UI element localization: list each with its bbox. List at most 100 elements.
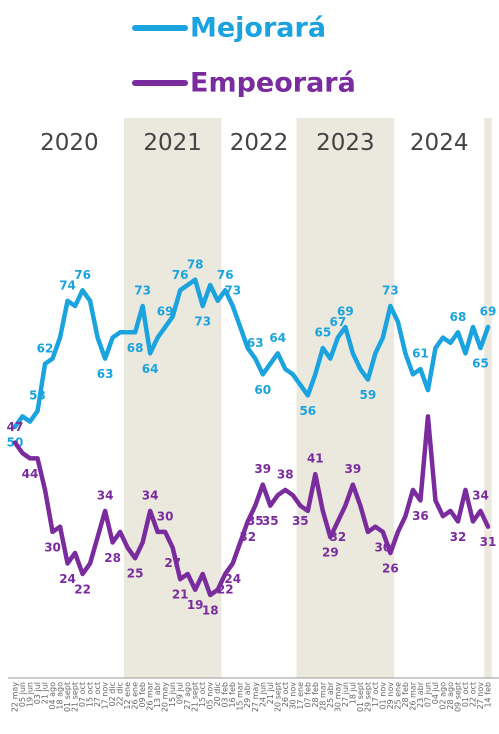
year-label: 2022 xyxy=(230,130,289,156)
data-label: 29 xyxy=(322,546,339,560)
x-tick-label: 23 abr xyxy=(416,681,425,708)
data-label: 27 xyxy=(164,556,181,570)
data-label: 47 xyxy=(7,420,24,434)
x-tick-label: 07 oct xyxy=(78,682,87,707)
data-label: 74 xyxy=(59,278,76,292)
x-tick-label: 27 oct xyxy=(93,682,102,707)
data-label: 68 xyxy=(127,341,144,355)
x-tick-label: 05 jun xyxy=(18,682,27,707)
x-tick-label: 17 oct xyxy=(371,682,380,707)
x-tick-label: 20 sept xyxy=(273,682,282,712)
x-tick-label: 02 ago xyxy=(438,682,447,710)
data-label: 18 xyxy=(202,603,219,617)
data-label: 35 xyxy=(247,514,264,528)
data-label: 64 xyxy=(142,362,159,376)
x-tick-label: 27 ago xyxy=(183,682,192,710)
data-label: 68 xyxy=(450,310,467,324)
x-tick-label: 13 abr xyxy=(153,681,162,708)
x-tick-label: 12 ene xyxy=(123,682,132,710)
data-label: 32 xyxy=(329,530,346,544)
data-label: 32 xyxy=(239,530,256,544)
period-band xyxy=(484,118,492,678)
x-tick-label: 27 nov xyxy=(476,682,485,710)
data-label: 78 xyxy=(187,257,204,271)
data-label: 39 xyxy=(254,462,271,476)
x-tick-label: 21 sept xyxy=(191,682,200,712)
x-tick-label: 17 ene xyxy=(296,682,305,710)
data-label: 59 xyxy=(360,388,377,402)
data-label: 65 xyxy=(472,357,489,371)
data-label: 35 xyxy=(262,514,279,528)
x-tick-label: 18 jul xyxy=(348,682,357,704)
data-label: 19 xyxy=(187,598,204,612)
x-tick-label: 24 jun xyxy=(258,682,267,707)
year-label: 2023 xyxy=(316,130,375,156)
data-label: 67 xyxy=(329,315,346,329)
x-tick-label: 03 feb xyxy=(221,682,230,708)
x-tick-label: 15 mar xyxy=(236,681,245,710)
x-tick-label: 29 sept xyxy=(363,682,372,712)
x-tick-label: 07 feb xyxy=(303,682,312,708)
data-label: 64 xyxy=(269,331,286,345)
x-tick-label: 22 may xyxy=(11,682,20,712)
data-label: 73 xyxy=(134,284,151,298)
data-label: 30 xyxy=(157,509,174,523)
x-tick-label: 15 jun xyxy=(168,682,177,707)
x-tick-label: 27 jun xyxy=(341,682,350,707)
x-tick-label: 27 may xyxy=(251,682,260,712)
data-label: 76 xyxy=(217,268,234,282)
x-tick-label: 09 jul xyxy=(176,682,185,704)
x-tick-label: 19 jun xyxy=(26,682,35,707)
data-label: 25 xyxy=(127,567,144,581)
data-label: 24 xyxy=(59,572,76,586)
data-label: 36 xyxy=(412,509,429,523)
data-label: 26 xyxy=(382,561,399,575)
data-label: 34 xyxy=(142,488,159,502)
data-label: 73 xyxy=(224,284,241,298)
x-tick-label: 05 nov xyxy=(206,682,215,710)
x-tick-label: 20 may xyxy=(161,682,170,712)
x-tick-label: 28 ago xyxy=(446,682,455,710)
legend-label: Mejorará xyxy=(190,13,326,44)
x-tick-label: 01 nov xyxy=(378,682,387,710)
x-tick-label: 04 jul xyxy=(431,682,440,704)
series-line xyxy=(12,277,491,430)
x-tick-label: 04 ago xyxy=(48,682,57,710)
x-tick-label: 22 dic xyxy=(116,682,125,706)
x-tick-label: 17 nov xyxy=(101,682,110,710)
data-label: 22 xyxy=(74,582,91,596)
x-tick-label: 30 nov xyxy=(288,682,297,710)
data-label: 34 xyxy=(97,488,114,502)
data-label: 60 xyxy=(254,383,271,397)
x-tick-label: 28 feb xyxy=(311,682,320,708)
x-tick-label: 07 jun xyxy=(423,682,432,707)
x-tick-label: 15 oct xyxy=(86,682,95,707)
legend-label: Empeorará xyxy=(190,68,356,99)
data-label: 63 xyxy=(247,336,264,350)
series-line xyxy=(12,414,491,598)
x-tick-label: 01 sept xyxy=(356,682,365,712)
x-tick-label: 28 mar xyxy=(318,681,327,710)
data-label: 69 xyxy=(157,305,174,319)
data-label: 34 xyxy=(472,488,489,502)
data-label: 21 xyxy=(172,588,189,602)
data-label: 24 xyxy=(224,572,241,586)
data-label: 30 xyxy=(375,540,392,554)
x-tick-label: 29 abr xyxy=(243,681,252,708)
x-tick-label: 21 jul xyxy=(266,682,275,704)
x-tick-label: 26 mar xyxy=(146,681,155,710)
data-label: 76 xyxy=(172,268,189,282)
data-label: 76 xyxy=(74,268,91,282)
data-label: 62 xyxy=(37,341,54,355)
x-tick-label: 15 oct xyxy=(198,682,207,707)
x-tick-label: 26 mar xyxy=(408,681,417,710)
data-label: 38 xyxy=(277,467,294,481)
year-label: 2020 xyxy=(40,130,99,156)
period-band xyxy=(296,118,395,678)
data-label: 32 xyxy=(450,530,467,544)
data-label: 69 xyxy=(337,305,354,319)
data-label: 65 xyxy=(314,326,331,340)
data-label: 61 xyxy=(412,347,429,361)
data-label: 63 xyxy=(97,367,114,381)
